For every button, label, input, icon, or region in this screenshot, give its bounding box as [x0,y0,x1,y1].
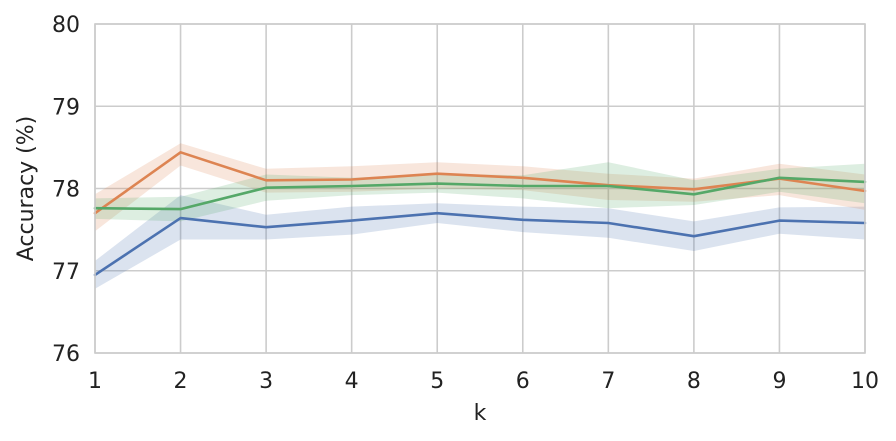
x-axis-label: k [474,401,487,426]
series-2-line [93,151,867,215]
series-3-line [93,176,867,211]
y-tick-label: 80 [52,13,80,38]
series-1-band [95,195,865,289]
series-1-line [93,211,867,277]
x-tick-label: 5 [430,369,444,394]
y-tick-label: 79 [52,95,80,120]
x-tick-label: 10 [851,369,879,394]
x-tick-label: 6 [516,369,530,394]
x-tick-label: 3 [259,369,273,394]
y-axis-label: Accuracy (%) [14,116,39,262]
y-tick-label: 77 [52,260,80,285]
y-tick-label: 78 [52,178,80,203]
x-tick-label: 2 [174,369,188,394]
x-tick-label: 1 [88,369,102,394]
x-tick-label: 9 [772,369,786,394]
confidence-bands [95,143,865,289]
x-tick-label: 8 [687,369,701,394]
y-tick-label: 76 [52,342,80,367]
series-lines [93,151,867,277]
x-tick-label: 4 [345,369,359,394]
series-2-band [95,143,865,232]
series-3-band [95,162,865,222]
x-tick-label: 7 [601,369,615,394]
plot-frame [94,23,866,354]
